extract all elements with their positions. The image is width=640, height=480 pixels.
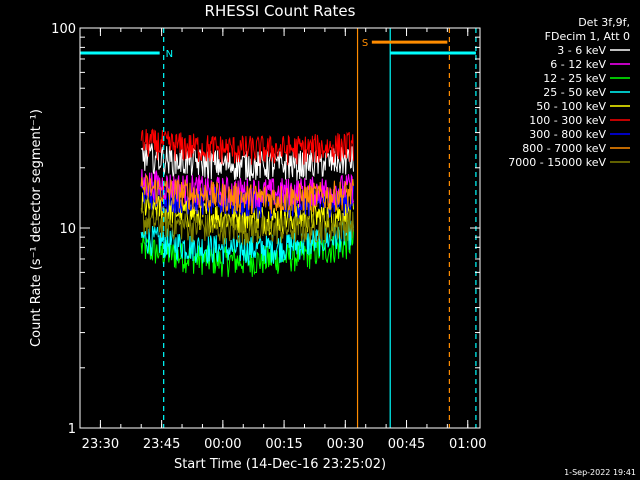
series-line-0 xyxy=(140,143,354,182)
x-tick-label-2: 00:00 xyxy=(204,437,241,452)
axes: 1 10 100 23:30 23:45 00:00 00:15 00:30 00:45 01:0… xyxy=(51,22,486,452)
legend-entry-3: 25 - 50 keV xyxy=(543,86,606,99)
legend-entry-8: 7000 - 15000 keV xyxy=(508,156,606,169)
series-line-8 xyxy=(140,207,354,246)
annotation-label-0: N xyxy=(166,49,173,60)
x-tick-label-6: 01:00 xyxy=(449,437,486,452)
y-tick-label-0: 1 xyxy=(68,422,76,437)
y-tick-label-1: 10 xyxy=(59,222,76,237)
x-tick-label-0: 23:30 xyxy=(82,437,119,452)
y-axis-label: Count Rate (s⁻¹ detector segment⁻¹) xyxy=(29,109,44,347)
legend-header-1: FDecim 1, Att 0 xyxy=(545,30,630,43)
chart-title: RHESSI Count Rates xyxy=(205,2,356,20)
annotation-label-1: S xyxy=(362,38,368,49)
x-tick-label-4: 00:30 xyxy=(327,437,364,452)
legend-entry-0: 3 - 6 keV xyxy=(557,44,606,57)
legend-header-0: Det 3f,9f, xyxy=(578,16,630,29)
legend-entry-5: 100 - 300 keV xyxy=(529,114,606,127)
legend-entry-1: 6 - 12 keV xyxy=(550,58,606,71)
y-tick-label-2: 100 xyxy=(51,22,76,37)
legend-entry-7: 800 - 7000 keV xyxy=(522,142,606,155)
series-line-4 xyxy=(140,192,354,236)
x-tick-label-1: 23:45 xyxy=(143,437,180,452)
series-line-7 xyxy=(140,174,354,215)
series-line-5 xyxy=(140,128,354,166)
legend-entry-6: 300 - 800 keV xyxy=(529,128,606,141)
footer-date: 1-Sep-2022 19:41 xyxy=(564,468,636,477)
x-axis-label: Start Time (14-Dec-16 23:25:02) xyxy=(174,457,386,472)
legend-entry-2: 12 - 25 keV xyxy=(543,72,606,85)
plot-area: NS xyxy=(80,28,477,428)
x-tick-label-3: 00:15 xyxy=(265,437,302,452)
x-tick-label-5: 00:45 xyxy=(388,437,425,452)
legend-entry-4: 50 - 100 keV xyxy=(536,100,606,113)
